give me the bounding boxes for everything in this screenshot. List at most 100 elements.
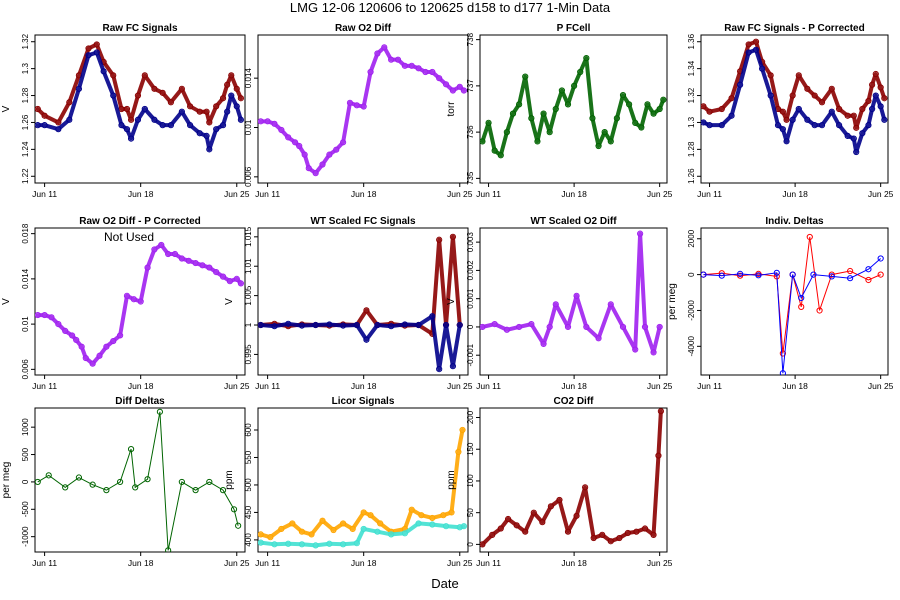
figure-title: LMG 12-06 120606 to 120625 d158 to d177 … (290, 0, 611, 15)
data-point (110, 92, 117, 99)
data-point (258, 539, 264, 546)
data-point (388, 531, 395, 538)
y-tick-label: 500 (244, 478, 253, 492)
data-point (141, 72, 148, 79)
y-tick-label: 738 (466, 32, 475, 46)
y-tick-label: 1.28 (687, 141, 696, 157)
data-point (219, 95, 227, 102)
series-line (703, 258, 881, 374)
data-point (509, 110, 517, 117)
data-point (374, 50, 381, 57)
data-point (540, 340, 547, 348)
data-point (339, 541, 347, 548)
data-point (298, 541, 306, 548)
y-tick-label: 50 (466, 508, 475, 517)
data-point (564, 323, 572, 331)
x-tick-label: Jun 11 (476, 558, 501, 568)
series-layer (258, 233, 463, 373)
data-point (701, 119, 707, 126)
y-axis-label: ppm (224, 470, 235, 489)
chart-panel: Licor Signals ppm Jun 11 Jun 18 Jun 25 400 450… (224, 396, 473, 568)
data-point (159, 122, 166, 129)
data-point (363, 336, 370, 343)
y-tick-label: 0.01 (244, 119, 253, 135)
data-point (171, 250, 179, 258)
data-point (767, 72, 774, 79)
series-line (37, 411, 239, 551)
data-point (877, 255, 884, 262)
data-point (123, 105, 131, 113)
data-point (850, 112, 857, 119)
data-point (558, 87, 565, 94)
data-point (144, 264, 151, 271)
y-tick-label: 400 (244, 533, 253, 547)
data-point (415, 321, 422, 329)
x-tick-label: Jun 25 (447, 558, 473, 568)
data-point (619, 92, 627, 99)
data-point (728, 95, 735, 102)
data-point (599, 531, 606, 538)
data-point (577, 68, 584, 76)
data-point (308, 531, 315, 538)
data-point (224, 108, 231, 115)
x-tick-label: Jun 11 (255, 189, 280, 199)
y-tick-label: 0.01 (21, 316, 30, 332)
data-point (564, 101, 572, 108)
data-point (607, 138, 614, 145)
data-point (836, 105, 843, 113)
data-point (103, 343, 110, 350)
data-point (789, 271, 796, 278)
data-point (415, 520, 422, 527)
y-tick-label: 1.34 (687, 60, 696, 76)
data-point (178, 478, 185, 486)
data-point (779, 350, 786, 357)
data-point (633, 528, 640, 535)
data-point (459, 426, 466, 434)
data-point (258, 321, 264, 329)
data-point (448, 509, 455, 516)
data-point (333, 146, 340, 153)
data-point (394, 56, 402, 63)
data-point (865, 276, 872, 284)
data-point (429, 68, 436, 76)
data-point (127, 445, 135, 453)
plot-frame (34, 407, 246, 553)
data-point (219, 122, 227, 129)
x-tick-label: Jun 25 (224, 189, 250, 199)
data-point (798, 294, 805, 302)
data-point (582, 484, 589, 491)
data-point (422, 68, 429, 76)
data-point (644, 101, 651, 108)
y-tick-label: 1.24 (21, 141, 30, 157)
data-point (436, 366, 443, 373)
data-point (326, 151, 333, 158)
series-layer (258, 44, 467, 177)
data-point (869, 105, 876, 113)
y-tick-label: 0 (21, 479, 30, 484)
data-point (881, 95, 888, 102)
x-tick-label: Jun 11 (697, 189, 722, 199)
data-point (301, 151, 308, 158)
data-point (134, 92, 142, 99)
data-point (783, 116, 790, 123)
data-point (206, 264, 213, 271)
y-tick-label: 1.36 (687, 33, 696, 49)
data-point (429, 313, 436, 320)
y-tick-label: 1.3 (21, 63, 30, 75)
data-point (127, 135, 135, 142)
x-tick-label: Jun 18 (351, 381, 377, 391)
data-point (528, 115, 535, 122)
y-tick-label: 1.32 (21, 33, 30, 49)
data-point (319, 517, 326, 524)
chart-title: Diff Deltas (115, 396, 165, 407)
data-point (522, 528, 529, 535)
data-point (305, 165, 312, 172)
data-point (650, 531, 657, 538)
y-axis-label: V (1, 105, 12, 112)
data-point (798, 303, 805, 310)
x-tick-label: Jun 18 (782, 381, 808, 391)
data-point (408, 506, 415, 513)
data-point (339, 520, 347, 527)
y-tick-label: 0 (687, 272, 696, 277)
plot-frame (479, 34, 668, 184)
